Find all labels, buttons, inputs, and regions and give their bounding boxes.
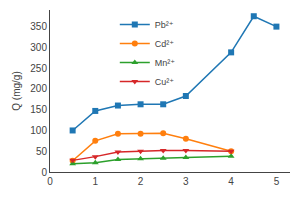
svg-text:5: 5: [274, 176, 280, 187]
svg-text:300: 300: [30, 42, 47, 53]
svg-text:4: 4: [228, 176, 234, 187]
svg-text:350: 350: [30, 21, 47, 32]
svg-text:Cu²⁺: Cu²⁺: [155, 77, 175, 87]
svg-text:50: 50: [36, 146, 48, 157]
svg-text:1: 1: [92, 176, 98, 187]
svg-text:100: 100: [30, 125, 47, 136]
svg-text:2: 2: [138, 176, 144, 187]
svg-text:0: 0: [41, 167, 47, 178]
svg-text:150: 150: [30, 104, 47, 115]
svg-text:200: 200: [30, 83, 47, 94]
svg-text:Q (mg/g): Q (mg/g): [11, 71, 22, 110]
svg-text:Pb²⁺: Pb²⁺: [155, 20, 174, 30]
svg-text:250: 250: [30, 63, 47, 74]
svg-text:Cd²⁺: Cd²⁺: [155, 39, 175, 49]
svg-text:3: 3: [183, 176, 189, 187]
svg-text:0: 0: [47, 176, 53, 187]
svg-text:Mn²⁺: Mn²⁺: [155, 58, 175, 68]
